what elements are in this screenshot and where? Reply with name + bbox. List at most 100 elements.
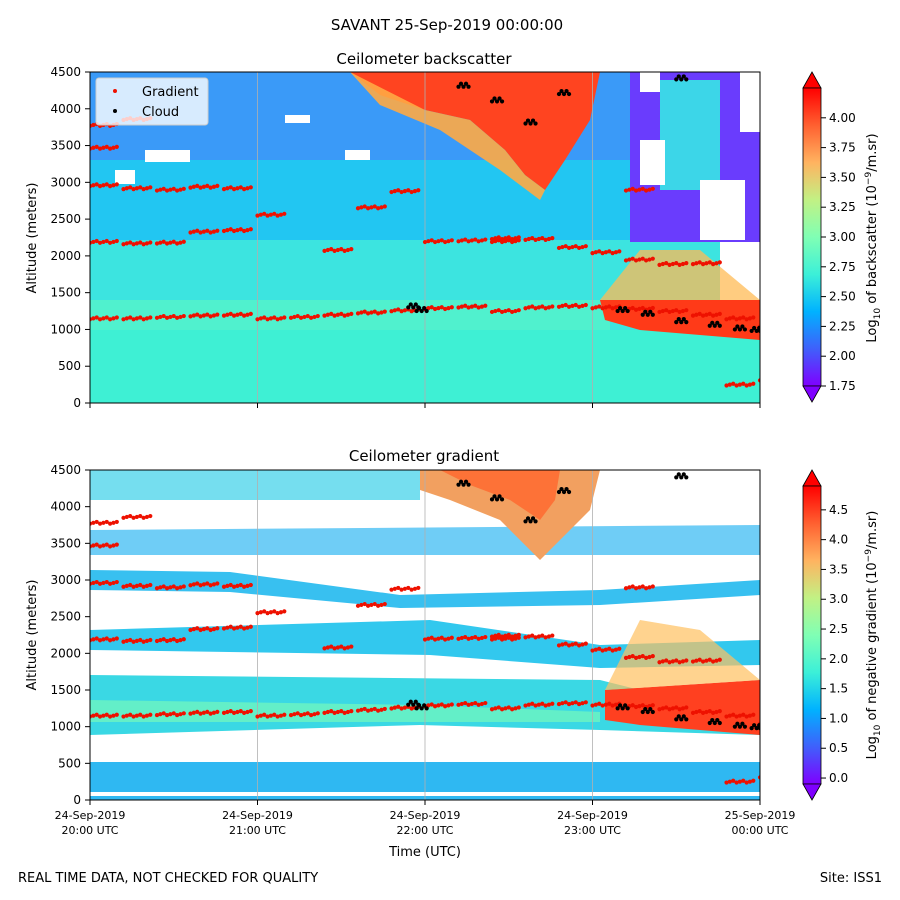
gradient-layer-marker: [178, 585, 183, 590]
cbar-tick-label-1.75: 1.75: [829, 379, 856, 393]
cb-bot-label-c: of negative gradient (10: [865, 562, 880, 724]
gradient-layer-marker: [205, 228, 210, 233]
gradient-layer-marker: [255, 317, 260, 322]
gradient-layer-marker: [111, 316, 116, 321]
gradient-layer-marker: [546, 634, 552, 639]
gradient-layer-marker: [272, 609, 277, 614]
gradient-layer-marker: [503, 706, 508, 711]
cloud-marker: [422, 703, 427, 708]
gradient-layer-marker: [603, 250, 609, 255]
cbar-tick-label-0.0: 0.0: [829, 771, 848, 785]
gradient-layer-marker: [154, 638, 160, 644]
gradient-layer-marker: [258, 610, 263, 615]
gradient-layer-marker: [275, 714, 280, 719]
gradient-layer-marker: [104, 579, 109, 585]
gradient-layer-marker: [690, 710, 696, 715]
gradient-layer-marker: [560, 701, 565, 706]
gradient-layer-marker: [530, 235, 535, 241]
gradient-layer-marker: [91, 122, 96, 128]
ytick-label-4500: 4500: [50, 463, 81, 477]
gradient-layer-marker: [700, 313, 706, 318]
gradient-layer-marker: [144, 241, 150, 246]
gradient-layer-marker: [664, 260, 669, 266]
gradient-layer-marker: [91, 145, 96, 150]
cloud-marker: [625, 308, 630, 314]
cloud-marker: [752, 723, 757, 728]
gradient-layer-marker: [278, 610, 284, 615]
gradient-heatmap: [90, 470, 760, 800]
gradient-layer-marker: [144, 514, 150, 520]
gradient-colorbar-label: Log10 of negative gradient (10−9/m.sr): [864, 511, 883, 760]
gradient-layer-marker: [556, 701, 562, 707]
gradient-layer-marker: [108, 146, 113, 151]
gradient-layer-marker: [674, 705, 679, 710]
gradient-layer-marker: [493, 239, 498, 244]
gradient-layer-marker: [141, 317, 146, 322]
gradient-layer-marker: [509, 634, 515, 639]
gradient-layer-marker: [272, 712, 277, 717]
gradient-layer-marker: [664, 308, 669, 313]
grad-low-cloud-edge: [605, 620, 760, 690]
gradient-layer-marker: [215, 228, 220, 233]
gradient-layer-marker: [674, 260, 679, 266]
gradient-layer-marker: [630, 186, 635, 191]
ytick-label-4500: 4500: [50, 65, 81, 79]
gradient-layer-marker: [121, 515, 126, 520]
cloud-marker: [742, 724, 748, 729]
cloud-marker: [419, 706, 424, 711]
gradient-layer-marker: [238, 709, 243, 714]
gradient-layer-marker: [700, 262, 706, 267]
gradient-layer-marker: [365, 311, 371, 316]
gradient-layer-marker: [747, 713, 753, 718]
gradient-layer-marker: [168, 712, 173, 717]
gradient-layer-marker: [359, 310, 364, 315]
gradient-layer-marker: [597, 701, 602, 706]
gradient-layer-marker: [657, 707, 662, 712]
gradient-layer-marker: [231, 626, 237, 631]
gradient-layer-marker: [680, 261, 686, 267]
low-cloud-edge: [600, 250, 760, 300]
gradient-layer-marker: [158, 314, 163, 320]
gradient-layer-marker: [154, 586, 160, 591]
gradient-layer-marker: [242, 313, 247, 318]
gradient-layer-marker: [436, 636, 441, 641]
gradient-layer-marker: [566, 701, 572, 707]
gradient-layer-marker: [731, 778, 736, 783]
gradient-layer-marker: [342, 248, 347, 253]
gradient-layer-marker: [707, 657, 712, 662]
gradient-layer-marker: [704, 709, 709, 715]
gradient-layer-marker: [543, 237, 548, 242]
gradient-layer-marker: [369, 707, 374, 712]
gradient-layer-marker: [523, 635, 528, 640]
cloud-marker: [406, 305, 411, 310]
gradient-layer-marker: [677, 309, 682, 315]
gradient-layer-marker: [278, 713, 284, 718]
gradient-layer-marker: [255, 611, 260, 616]
gradient-layer-marker: [466, 702, 471, 707]
gradient-layer-marker: [650, 703, 655, 708]
gradient-layer-marker: [228, 624, 233, 629]
gradient-layer-marker: [91, 316, 96, 321]
gradient-layer-marker: [131, 242, 136, 247]
gradient-colorbar-ticks: 0.0 0.5 1.0 1.5 2.0 2.5 3.0 3.5 4.0 4.5: [821, 503, 848, 785]
gradient-layer-marker: [131, 714, 136, 719]
gradient-layer-marker: [312, 712, 317, 717]
cloud-marker: [456, 84, 461, 89]
gradient-layer-marker: [590, 250, 595, 256]
gradient-layer-marker: [580, 303, 585, 309]
gradient-layer-marker: [231, 228, 237, 234]
gradient-layer-marker: [610, 648, 615, 653]
gradient-layer-marker: [493, 633, 498, 638]
gradient-layer-marker: [225, 625, 230, 630]
gradient-layer-marker: [158, 240, 163, 245]
gradient-layer-marker: [262, 712, 267, 717]
gradient-layer-marker: [717, 657, 722, 662]
gradient-layer-marker: [141, 187, 146, 192]
gradient-layer-marker: [268, 316, 273, 321]
gradient-layer-marker: [597, 646, 602, 651]
gradient-layer-marker: [91, 239, 96, 245]
gradient-layer-marker: [178, 314, 183, 320]
gradient-layer-marker: [225, 312, 230, 317]
gradient-layer-marker: [506, 238, 511, 243]
cloud-marker: [620, 308, 625, 314]
